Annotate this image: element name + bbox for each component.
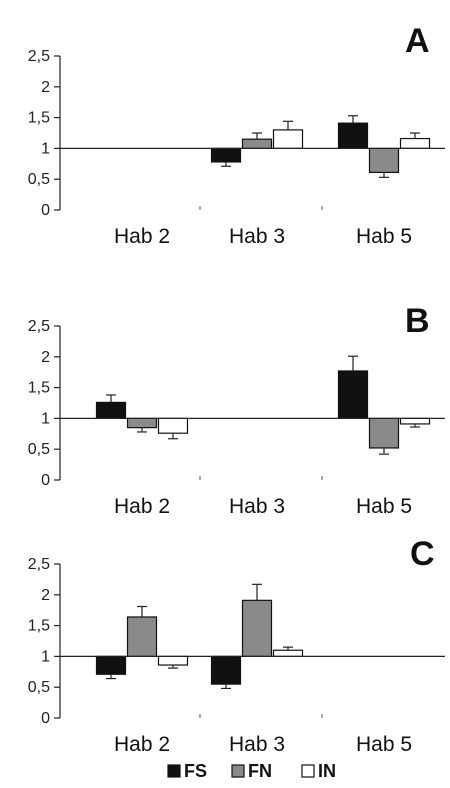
legend-swatch-fs [167, 764, 181, 778]
legend-label: FS [184, 761, 207, 781]
y-tick-label: 1 [41, 410, 50, 427]
bar-fn-hab-5 [368, 147, 400, 174]
y-tick-label: 0 [41, 472, 50, 489]
y-tick-label: 1,5 [28, 618, 50, 635]
bar-fs-hab-2 [95, 655, 127, 675]
bar-in-hab-3 [272, 129, 304, 149]
category-label: Hab 3 [229, 225, 285, 248]
category-label: Hab 3 [229, 733, 285, 756]
y-tick-label: 0,5 [28, 171, 50, 188]
y-tick-label: 1 [41, 140, 50, 157]
category-label: Hab 5 [356, 495, 412, 518]
y-tick-label: 0,5 [28, 441, 50, 458]
y-tick-label: 2 [41, 587, 50, 604]
y-tick-label: 2,5 [28, 48, 50, 65]
bar-in-hab-5 [399, 417, 431, 425]
legend: FS FN IN [167, 761, 336, 781]
y-tick-label: 0 [41, 202, 50, 219]
bar-fs-hab-5 [337, 370, 369, 419]
y-tick-label: 2 [41, 349, 50, 366]
bar-in-hab-2 [157, 655, 189, 666]
legend-swatch-in [301, 764, 315, 778]
bar-fn-hab-3 [241, 599, 273, 657]
bar-fn-hab-5 [368, 417, 400, 449]
category-label: Hab 5 [356, 733, 412, 756]
category-label: Hab 2 [114, 225, 170, 248]
category-label: Hab 2 [114, 495, 170, 518]
legend-swatch-fn [231, 764, 245, 778]
y-tick-label: 1 [41, 648, 50, 665]
panel-c: 0 0,5 1 1,5 2 2,5 Hab 2 Hab 3 Hab 5 C [28, 535, 445, 756]
bar-fn-hab-2 [126, 616, 158, 658]
bar-fn-hab-3 [241, 138, 273, 150]
bar-fn-hab-2 [126, 417, 158, 429]
bar-fs-hab-2 [95, 401, 127, 420]
panel-a: 0 0,5 1 1,5 2 2,5 Hab 2 Hab 3 Hab 5 A [28, 22, 445, 248]
panel-label: B [405, 302, 430, 340]
y-tick-label: 0,5 [28, 679, 50, 696]
bar-fs-hab-3 [210, 655, 242, 685]
y-tick-label: 2 [41, 79, 50, 96]
y-tick-label: 0 [41, 710, 50, 727]
y-tick-label: 2,5 [28, 318, 50, 335]
panel-b: 0 0,5 1 1,5 2 2,5 Hab 2 Hab 3 Hab 5 B [28, 302, 445, 518]
bar-fs-hab-5 [337, 122, 369, 149]
bar-in-hab-2 [157, 417, 189, 434]
bar-fs-hab-3 [210, 147, 242, 163]
y-tick-label: 1,5 [28, 110, 50, 127]
legend-label: IN [318, 761, 336, 781]
bar-in-hab-3 [272, 649, 304, 657]
y-tick-label: 2,5 [28, 556, 50, 573]
category-label: Hab 3 [229, 495, 285, 518]
category-label: Hab 5 [356, 225, 412, 248]
y-tick-label: 1,5 [28, 380, 50, 397]
panel-label: A [405, 22, 430, 60]
legend-label: FN [248, 761, 272, 781]
category-label: Hab 2 [114, 733, 170, 756]
bar-in-hab-5 [399, 137, 431, 150]
panel-label: C [410, 535, 435, 573]
